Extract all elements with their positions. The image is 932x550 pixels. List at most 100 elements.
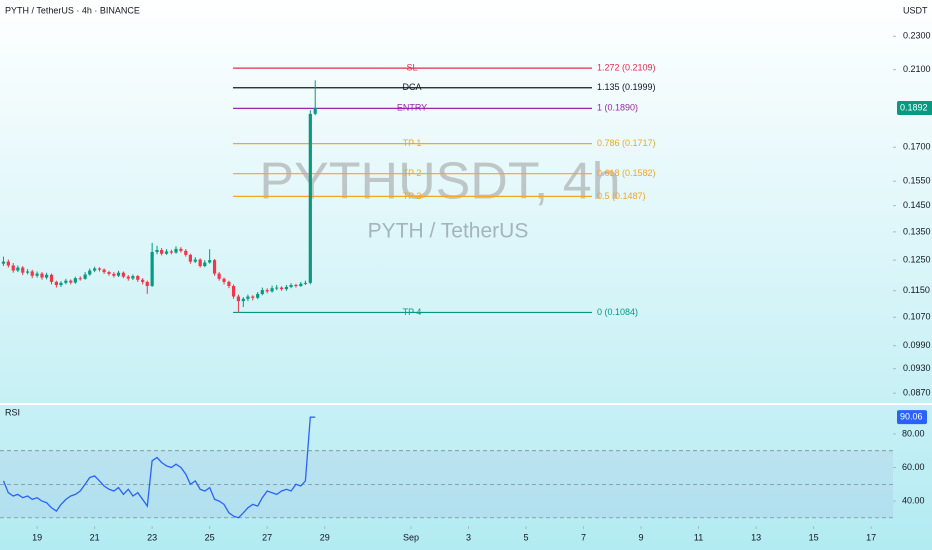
candle-body: [121, 272, 125, 277]
candle-body: [35, 273, 39, 276]
candle-body: [26, 271, 30, 273]
candle-body: [16, 267, 20, 271]
candle-body: [303, 282, 308, 284]
level-name: SL: [406, 62, 417, 72]
y-tick-label: 0.1150: [903, 285, 930, 295]
x-tick-label: Sep: [403, 532, 419, 542]
level-name: DCA: [402, 82, 421, 92]
candle-body: [231, 285, 236, 297]
candle-body: [308, 113, 312, 283]
candle-body: [107, 272, 111, 274]
x-tick-label: 19: [32, 532, 42, 542]
y-tick-label: 80.00: [902, 428, 925, 438]
rsi-value-box: [897, 410, 927, 425]
candle-body: [112, 273, 116, 276]
x-tick-label: 15: [809, 532, 819, 542]
level-label: 0.786 (0.1717): [597, 138, 656, 148]
candle-body: [126, 276, 130, 279]
candle-body: [116, 272, 121, 276]
candle-body: [217, 273, 221, 279]
candle-body: [284, 286, 289, 290]
chart-header: PYTH / TetherUS · 4h · BINANCE: [5, 5, 140, 15]
x-tick-label: 11: [694, 532, 703, 542]
candle-body: [193, 259, 197, 262]
x-tick-label: 17: [866, 532, 876, 542]
candle-body: [145, 281, 149, 286]
candle-body: [313, 107, 317, 114]
candle-body: [83, 274, 87, 279]
rsi-title: RSI: [5, 407, 20, 417]
y-tick-label: 0.0870: [903, 388, 931, 398]
level-name: TP 3: [403, 191, 422, 201]
candle-body: [222, 278, 226, 282]
x-tick-label: 25: [205, 532, 215, 542]
candle-body: [179, 248, 183, 251]
candle-body: [299, 283, 303, 286]
y-tick-label: 0.2300: [903, 31, 931, 41]
candle-body: [136, 276, 140, 280]
candle-body: [236, 296, 241, 302]
candle-body: [251, 296, 255, 298]
y-tick-label: 0.0990: [903, 340, 931, 350]
candle-body: [21, 267, 25, 273]
level-label: 1.135 (0.1999): [597, 82, 656, 92]
candle-body: [6, 261, 10, 266]
candle-body: [246, 296, 250, 299]
level-label: 0.618 (0.1582): [597, 168, 656, 178]
y-tick-label: 0.1700: [903, 142, 931, 152]
level-label: 0 (0.1084): [597, 307, 638, 317]
candle-body: [265, 290, 269, 292]
candle-body: [11, 265, 15, 271]
candle-body: [212, 260, 217, 274]
candle-body: [289, 285, 293, 287]
candle-body: [279, 287, 284, 290]
candle-body: [131, 276, 135, 279]
x-tick-label: 29: [320, 532, 330, 542]
watermark: PYTHUSDT, 4h: [259, 153, 620, 211]
candle-body: [73, 278, 77, 283]
candle-body: [241, 298, 245, 302]
candle-body: [294, 285, 298, 287]
candle-body: [198, 259, 202, 267]
candle-body: [88, 270, 92, 275]
candle-body: [275, 287, 279, 289]
candle-body: [164, 251, 169, 254]
candle-body: [40, 273, 44, 278]
candle-body: [260, 290, 264, 294]
candle-body: [270, 288, 274, 292]
y-tick-label: 0.1550: [903, 176, 931, 186]
candle-body: [203, 262, 207, 267]
level-name: TP 4: [403, 307, 422, 317]
last-price-box: [897, 100, 932, 115]
candle-body: [155, 249, 159, 252]
y-tick-label: 40.00: [902, 495, 925, 505]
candle-body: [54, 281, 58, 286]
candle-body: [49, 274, 54, 282]
candle-body: [78, 278, 82, 280]
y-tick-label: 0.1350: [903, 226, 931, 236]
watermark-sub: PYTH / TetherUS: [368, 220, 529, 243]
candle-body: [97, 268, 102, 270]
y-tick-label: 60.00: [902, 462, 925, 472]
rsi-value: 90.06: [900, 412, 923, 422]
candle-body: [44, 274, 49, 278]
level-name: TP 2: [403, 168, 422, 178]
candle-body: [174, 248, 178, 253]
candle-body: [160, 249, 164, 254]
candle-body: [93, 268, 97, 271]
level-name: ENTRY: [397, 103, 427, 113]
x-tick-label: 13: [751, 532, 761, 542]
candle-body: [141, 279, 145, 282]
y-unit: USDT: [903, 5, 928, 15]
x-tick-label: 9: [639, 532, 644, 542]
x-tick-label: 23: [147, 532, 157, 542]
candle-body: [227, 281, 231, 286]
candle-body: [256, 293, 260, 298]
level-label: 0.5 (0.1487): [597, 191, 646, 201]
y-tick-label: 0.0930: [903, 363, 931, 373]
y-tick-label: 0.1070: [903, 312, 931, 322]
x-tick-label: 21: [90, 532, 100, 542]
y-tick-label: 0.2100: [903, 64, 931, 74]
candle-body: [1, 261, 6, 264]
